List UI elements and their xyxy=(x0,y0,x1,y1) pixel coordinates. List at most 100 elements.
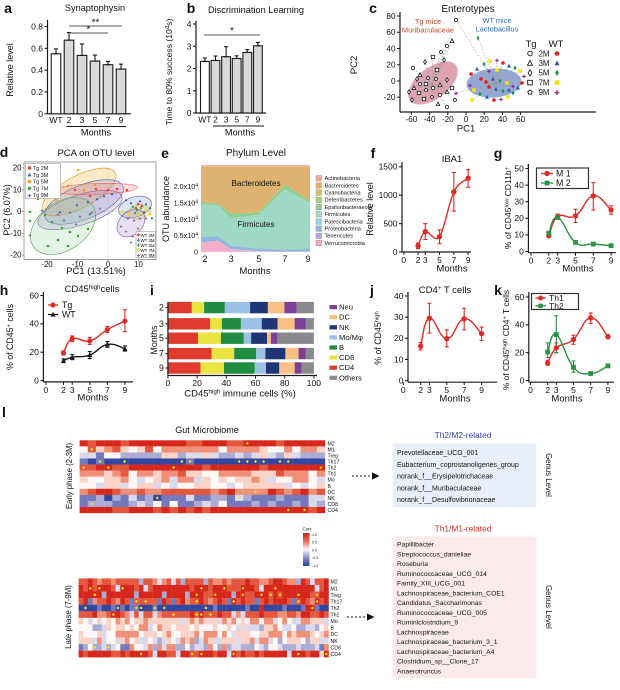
svg-text:-20: -20 xyxy=(41,260,53,269)
svg-text:IBA1: IBA1 xyxy=(442,154,463,165)
svg-text:2: 2 xyxy=(213,115,218,125)
svg-text:0: 0 xyxy=(34,375,39,385)
svg-text:B: B xyxy=(339,343,344,352)
svg-text:-60: -60 xyxy=(405,115,417,124)
svg-text:0.5x104: 0.5x104 xyxy=(174,231,199,240)
svg-text:2: 2 xyxy=(61,385,66,395)
svg-text:Months: Months xyxy=(436,264,467,275)
svg-text:60: 60 xyxy=(29,290,39,300)
svg-text:20: 20 xyxy=(29,347,39,357)
svg-text:*: * xyxy=(87,25,91,36)
svg-text:5: 5 xyxy=(87,385,92,395)
svg-text:Tg: Tg xyxy=(62,300,72,310)
svg-text:5: 5 xyxy=(159,333,164,343)
svg-text:40: 40 xyxy=(29,319,39,329)
svg-text:WT 7M: WT 7M xyxy=(141,248,155,253)
svg-text:Relative level: Relative level xyxy=(365,182,375,236)
svg-text:Tg: Tg xyxy=(525,39,536,50)
svg-text:Synaptophysin: Synaptophysin xyxy=(65,3,125,13)
svg-text:0: 0 xyxy=(399,375,404,385)
svg-text:20: 20 xyxy=(480,115,490,124)
svg-text:60: 60 xyxy=(251,378,261,388)
svg-text:NK: NK xyxy=(328,496,336,502)
svg-text:Mo: Mo xyxy=(328,478,335,484)
svg-text:0: 0 xyxy=(194,248,198,257)
svg-text:Candidatus_Saccharimonas: Candidatus_Saccharimonas xyxy=(397,600,483,607)
svg-text:7M: 7M xyxy=(539,78,550,87)
svg-text:2: 2 xyxy=(418,385,423,395)
svg-text:M 2: M 2 xyxy=(556,178,571,188)
svg-text:Ruminiclostridium_9: Ruminiclostridium_9 xyxy=(397,620,458,627)
svg-text:9: 9 xyxy=(466,255,471,265)
svg-text:Discrimination Learning: Discrimination Learning xyxy=(208,5,304,15)
svg-text:10: 10 xyxy=(134,260,143,269)
svg-text:Th2: Th2 xyxy=(331,606,340,612)
svg-text:80: 80 xyxy=(386,12,396,21)
svg-text:Papillibacter: Papillibacter xyxy=(397,542,435,549)
svg-text:1500: 1500 xyxy=(379,162,398,172)
svg-text:Months: Months xyxy=(439,394,470,405)
svg-text:**: ** xyxy=(92,18,100,29)
svg-text:Streptococcus_danieliae: Streptococcus_danieliae xyxy=(397,551,471,558)
svg-text:CD4+ T cells: CD4+ T cells xyxy=(419,285,472,296)
svg-text:0.4: 0.4 xyxy=(31,65,43,75)
svg-text:3: 3 xyxy=(229,254,234,264)
svg-text:30: 30 xyxy=(394,312,404,322)
svg-text:WT 5M: WT 5M xyxy=(141,243,155,248)
svg-text:Prevotellaceae_UCG_001: Prevotellaceae_UCG_001 xyxy=(397,450,478,457)
svg-text:2: 2 xyxy=(546,256,551,266)
svg-text:CD8: CD8 xyxy=(339,353,354,362)
svg-text:5: 5 xyxy=(93,115,98,125)
svg-text:-10: -10 xyxy=(72,260,84,269)
svg-text:norank_f__Erysipelotrichaceae: norank_f__Erysipelotrichaceae xyxy=(397,474,493,481)
svg-text:7: 7 xyxy=(245,115,250,125)
svg-text:2: 2 xyxy=(187,64,192,74)
svg-text:0: 0 xyxy=(17,207,22,216)
svg-text:Tg mice: Tg mice xyxy=(415,17,441,26)
svg-text:Late phase (7-9M): Late phase (7-9M) xyxy=(64,585,73,649)
svg-text:Lachnospiraceae_bacterium_3_1: Lachnospiraceae_bacterium_3_1 xyxy=(397,639,498,646)
svg-text:Corr: Corr xyxy=(303,527,312,532)
svg-text:40: 40 xyxy=(394,291,404,301)
svg-text:2: 2 xyxy=(545,385,550,395)
svg-text:-1.0: -1.0 xyxy=(312,564,318,568)
svg-text:20: 20 xyxy=(514,213,524,223)
svg-text:M1: M1 xyxy=(331,586,338,592)
svg-text:Bacteroidetes: Bacteroidetes xyxy=(232,179,281,188)
svg-text:0: 0 xyxy=(401,255,406,265)
svg-text:80: 80 xyxy=(280,378,290,388)
svg-text:Anaerotruncus: Anaerotruncus xyxy=(397,668,442,675)
svg-text:60: 60 xyxy=(386,28,396,37)
svg-text:0.8: 0.8 xyxy=(31,22,43,32)
svg-text:-40: -40 xyxy=(424,115,436,124)
svg-text:Proteobacteria: Proteobacteria xyxy=(325,227,362,233)
svg-text:9: 9 xyxy=(606,385,611,395)
svg-text:9: 9 xyxy=(306,254,311,264)
svg-text:Tg 9M: Tg 9M xyxy=(33,193,49,199)
svg-text:% of CD45+ cells: % of CD45+ cells xyxy=(5,303,15,370)
svg-text:10: 10 xyxy=(394,354,404,364)
svg-text:WT mice: WT mice xyxy=(482,16,511,25)
svg-text:9: 9 xyxy=(479,385,484,395)
svg-text:-20: -20 xyxy=(442,115,454,124)
svg-text:Lachnospiraceae_bacterium_A4: Lachnospiraceae_bacterium_A4 xyxy=(397,649,495,656)
svg-text:Tg 7M: Tg 7M xyxy=(33,186,49,192)
svg-text:7: 7 xyxy=(591,256,596,266)
svg-text:PCA on OTU level: PCA on OTU level xyxy=(57,148,134,159)
svg-text:-0.5: -0.5 xyxy=(312,556,318,560)
svg-text:Family_XIII_UCG_001: Family_XIII_UCG_001 xyxy=(397,581,465,588)
svg-text:% of CD45high: % of CD45high xyxy=(373,311,383,365)
svg-text:Cyanobacteria: Cyanobacteria xyxy=(325,191,362,197)
svg-text:Enterotypes: Enterotypes xyxy=(441,4,494,15)
svg-text:CD8: CD8 xyxy=(328,502,338,508)
svg-text:Lactobacillus: Lactobacillus xyxy=(476,25,519,34)
svg-text:Phylum Level: Phylum Level xyxy=(226,148,286,159)
svg-text:M2: M2 xyxy=(331,580,338,586)
svg-text:Th2: Th2 xyxy=(549,301,564,311)
svg-text:5M: 5M xyxy=(539,69,550,78)
svg-text:Th17: Th17 xyxy=(331,599,343,605)
svg-text:40: 40 xyxy=(498,115,508,124)
svg-text:Tg 5M: Tg 5M xyxy=(33,180,49,186)
svg-text:100: 100 xyxy=(307,378,321,388)
svg-text:2: 2 xyxy=(67,115,72,125)
